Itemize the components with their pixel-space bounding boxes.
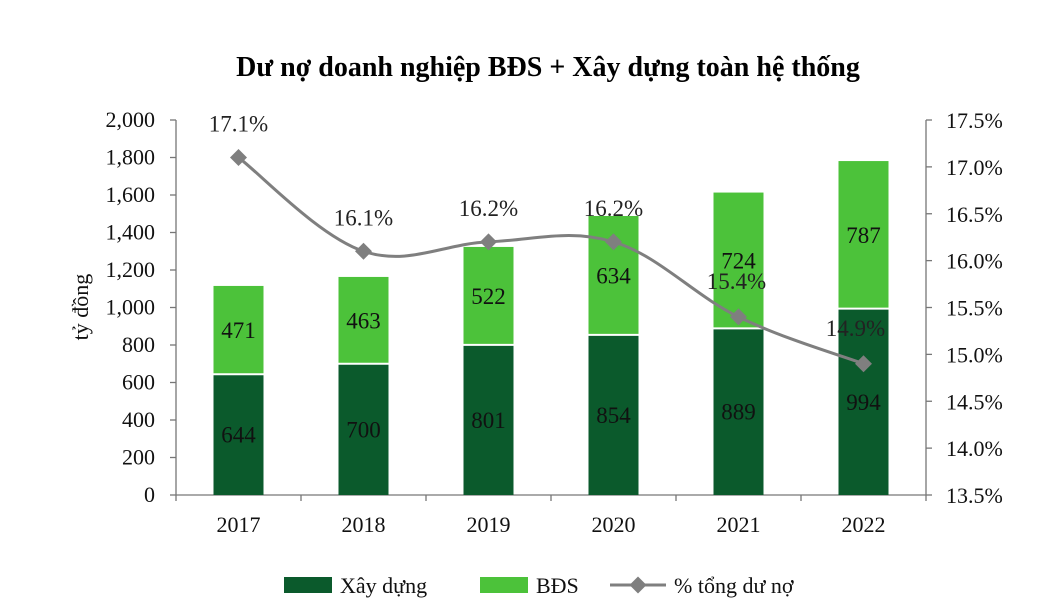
percent-marker (230, 149, 247, 166)
left-tick-labels: 0 200 400 600 800 1,000 1,200 1,400 1,600 1,800 2,… (106, 107, 176, 507)
bar-bds (463, 246, 514, 345)
bar-bds (713, 192, 764, 329)
right-tick-label: 14.0% (946, 436, 1003, 461)
bar-value-labels: 644 471 700 463 801 522 854 634 889 724 994 787 (221, 223, 881, 448)
right-tick-label: 17.5% (946, 108, 1003, 133)
percent-label: 16.2% (459, 196, 518, 221)
right-tick-label: 15.5% (946, 296, 1003, 321)
legend-swatch-bds (480, 577, 528, 593)
legend: Xây dựng BĐS % tổng dư nợ (284, 573, 794, 598)
bar-bds (338, 276, 389, 364)
bar-label-xay-dung: 644 (221, 423, 256, 448)
legend-swatch-xay-dung (284, 577, 332, 593)
x-tick-label: 2019 (467, 512, 511, 537)
bar-xay-dung (463, 344, 514, 495)
right-tick-label: 13.5% (946, 483, 1003, 508)
percent-label: 15.4% (707, 269, 766, 294)
left-tick-label: 2,000 (106, 107, 156, 132)
left-tick-label: 200 (122, 445, 155, 470)
right-tick-label: 15.0% (946, 342, 1003, 367)
x-tick-label: 2020 (592, 512, 636, 537)
x-tick-label: 2017 (217, 512, 261, 537)
x-tick-label: 2021 (717, 512, 761, 537)
percent-line-series: 17.1% 16.1% 16.2% 16.2% 15.4% 14.9% (209, 112, 885, 373)
left-tick-label: 1,600 (106, 182, 156, 207)
bar-label-xay-dung: 801 (471, 408, 506, 433)
bar-label-xay-dung: 854 (596, 403, 631, 428)
x-tick-labels: 2017 2018 2019 2020 2021 2022 (175, 495, 927, 537)
left-tick-label: 600 (122, 370, 155, 395)
left-tick-label: 1,200 (106, 257, 156, 282)
bar-label-bds: 787 (846, 223, 881, 248)
right-tick-label: 16.5% (946, 202, 1003, 227)
left-tick-label: 800 (122, 332, 155, 357)
left-tick-label: 0 (144, 482, 155, 507)
percent-marker (355, 242, 372, 260)
left-tick-label: 1,800 (106, 145, 156, 170)
left-tick-label: 1,000 (106, 295, 156, 320)
bar-label-bds: 634 (596, 263, 631, 288)
bar-bds (213, 285, 264, 375)
percent-label: 16.1% (334, 205, 393, 230)
bar-label-bds: 471 (221, 318, 256, 343)
legend-marker-percent (629, 576, 647, 594)
bar-xay-dung (588, 334, 639, 495)
percent-line (237, 156, 865, 366)
percent-label: 14.9% (826, 316, 885, 341)
right-tick-label: 14.5% (946, 389, 1003, 414)
bar-xay-dung (713, 328, 764, 495)
bar-label-xay-dung: 889 (721, 400, 756, 425)
bar-xay-dung (213, 374, 264, 495)
bar-label-bds: 724 (721, 248, 756, 273)
left-tick-label: 1,400 (106, 220, 156, 245)
bar-xay-dung (338, 363, 389, 495)
percent-marker (480, 233, 497, 251)
y-axis-label: tỷ đồng (68, 274, 93, 341)
percent-label: 17.1% (209, 112, 268, 137)
bar-bds (838, 161, 889, 309)
percent-marker (855, 355, 872, 373)
percent-label: 16.2% (584, 196, 643, 221)
legend-label-bds: BĐS (536, 573, 579, 598)
bar-xay-dung (838, 308, 889, 495)
bar-label-xay-dung: 994 (846, 390, 881, 415)
left-tick-label: 400 (122, 407, 155, 432)
legend-label-percent: % tổng dư nợ (674, 573, 794, 598)
bar-label-bds: 463 (346, 308, 381, 333)
bar-label-bds: 522 (471, 284, 506, 309)
bars (213, 161, 889, 495)
percent-marker (605, 233, 622, 251)
right-tick-labels: 13.5% 14.0% 14.5% 15.0% 15.5% 16.0% 16.5% 17.0%… (926, 108, 1003, 508)
x-tick-label: 2022 (842, 512, 886, 537)
chart-title: Dư nợ doanh nghiệp BĐS + Xây dựng toàn h… (236, 52, 860, 83)
right-tick-label: 17.0% (946, 155, 1003, 180)
percent-marker (730, 308, 747, 326)
x-tick-label: 2018 (342, 512, 386, 537)
legend-label-xay-dung: Xây dựng (340, 573, 427, 598)
bar-label-xay-dung: 700 (346, 417, 381, 442)
right-tick-label: 16.0% (946, 249, 1003, 274)
